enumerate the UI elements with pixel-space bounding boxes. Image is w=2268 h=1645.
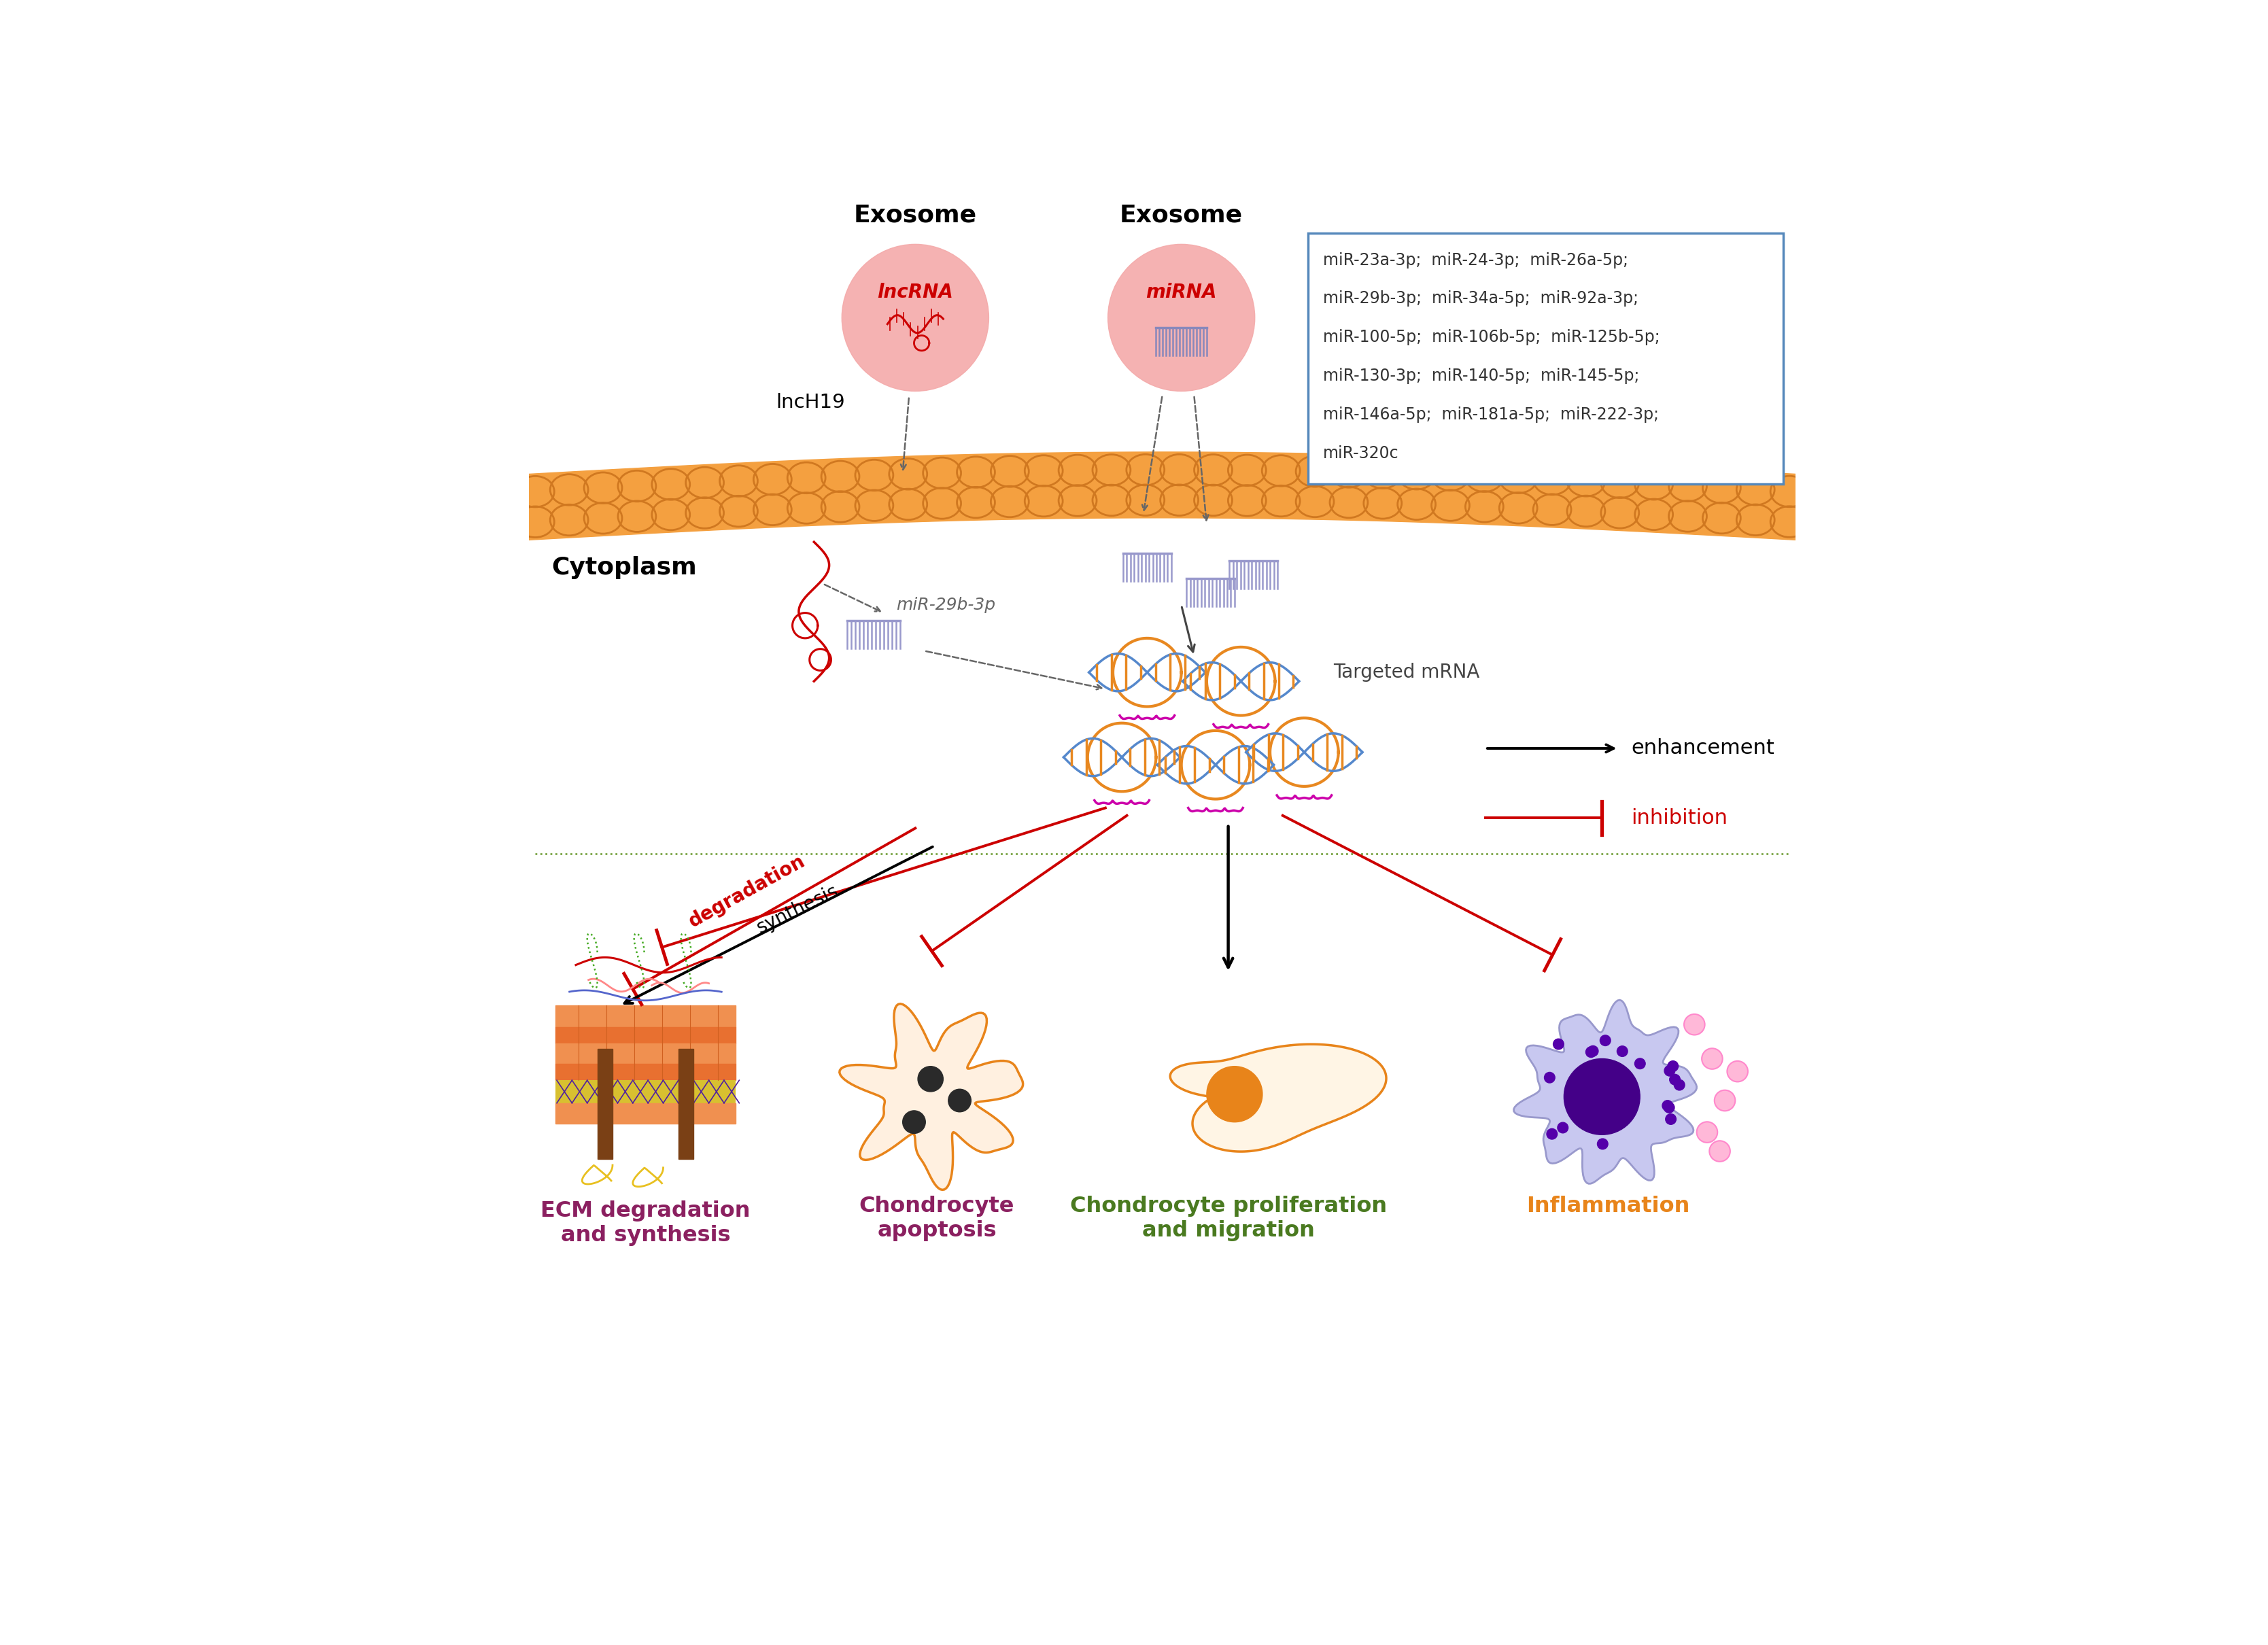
Circle shape: [1558, 1122, 1567, 1133]
Bar: [596, 1048, 612, 1158]
Text: Targeted mRNA: Targeted mRNA: [1334, 663, 1479, 683]
Circle shape: [1665, 1066, 1676, 1076]
Text: Exosome: Exosome: [1120, 204, 1243, 227]
Circle shape: [1597, 1138, 1608, 1150]
Circle shape: [841, 243, 989, 392]
Circle shape: [1665, 1114, 1676, 1125]
Circle shape: [1585, 1046, 1597, 1058]
Bar: [1309, 234, 1783, 484]
Circle shape: [948, 1089, 971, 1112]
Circle shape: [1715, 1091, 1735, 1110]
Circle shape: [919, 1066, 943, 1092]
Circle shape: [1545, 1073, 1556, 1082]
Circle shape: [1588, 1046, 1599, 1056]
Circle shape: [1565, 1059, 1640, 1135]
Circle shape: [1685, 1013, 1706, 1035]
Text: inhibition: inhibition: [1631, 808, 1728, 827]
Circle shape: [1696, 1122, 1717, 1143]
Circle shape: [1617, 1046, 1628, 1056]
Polygon shape: [517, 452, 1808, 541]
Circle shape: [1701, 1048, 1724, 1069]
Circle shape: [1599, 1035, 1610, 1046]
Bar: [556, 1104, 735, 1124]
Text: Exosome: Exosome: [853, 204, 978, 227]
Bar: [556, 1064, 735, 1081]
Circle shape: [1665, 1102, 1674, 1114]
Text: lncH19: lncH19: [776, 393, 846, 413]
Bar: [678, 1048, 694, 1158]
Circle shape: [1728, 1061, 1749, 1082]
Circle shape: [1635, 1058, 1644, 1069]
Text: miR-146a-5p;  miR-181a-5p;  miR-222-3p;: miR-146a-5p; miR-181a-5p; miR-222-3p;: [1322, 406, 1660, 423]
Text: Cytoplasm: Cytoplasm: [551, 556, 696, 579]
Text: miR-100-5p;  miR-106b-5p;  miR-125b-5p;: miR-100-5p; miR-106b-5p; miR-125b-5p;: [1322, 329, 1660, 345]
Text: Inflammation: Inflammation: [1526, 1196, 1690, 1217]
Text: lncRNA: lncRNA: [878, 283, 953, 303]
Bar: [556, 1081, 735, 1104]
Text: miR-130-3p;  miR-140-5p;  miR-145-5p;: miR-130-3p; miR-140-5p; miR-145-5p;: [1322, 368, 1640, 383]
Bar: [556, 1005, 735, 1026]
Circle shape: [1547, 1128, 1558, 1140]
Circle shape: [1667, 1061, 1678, 1071]
Text: miRNA: miRNA: [1145, 283, 1218, 303]
Circle shape: [1710, 1140, 1730, 1161]
Circle shape: [1107, 243, 1254, 392]
Circle shape: [1554, 1038, 1565, 1050]
Circle shape: [1662, 1101, 1674, 1110]
Text: synthesis: synthesis: [753, 882, 841, 938]
Bar: [556, 1026, 735, 1043]
Circle shape: [1669, 1074, 1681, 1086]
Text: miR-23a-3p;  miR-24-3p;  miR-26a-5p;: miR-23a-3p; miR-24-3p; miR-26a-5p;: [1322, 252, 1628, 268]
Polygon shape: [1513, 1000, 1696, 1184]
Polygon shape: [1170, 1045, 1386, 1152]
Text: Chondrocyte
apoptosis: Chondrocyte apoptosis: [860, 1196, 1014, 1240]
Text: enhancement: enhancement: [1631, 739, 1774, 758]
Text: Chondrocyte proliferation
and migration: Chondrocyte proliferation and migration: [1070, 1196, 1386, 1240]
Circle shape: [1674, 1079, 1685, 1091]
Text: ECM degradation
and synthesis: ECM degradation and synthesis: [540, 1201, 751, 1245]
Text: degradation: degradation: [685, 852, 807, 931]
Circle shape: [1207, 1066, 1263, 1122]
Polygon shape: [839, 1003, 1023, 1189]
Circle shape: [903, 1110, 925, 1133]
Text: miR-320c: miR-320c: [1322, 446, 1399, 461]
Text: miR-29b-3p: miR-29b-3p: [896, 597, 996, 614]
Text: miR-29b-3p;  miR-34a-5p;  miR-92a-3p;: miR-29b-3p; miR-34a-5p; miR-92a-3p;: [1322, 291, 1640, 308]
Bar: [556, 1043, 735, 1064]
